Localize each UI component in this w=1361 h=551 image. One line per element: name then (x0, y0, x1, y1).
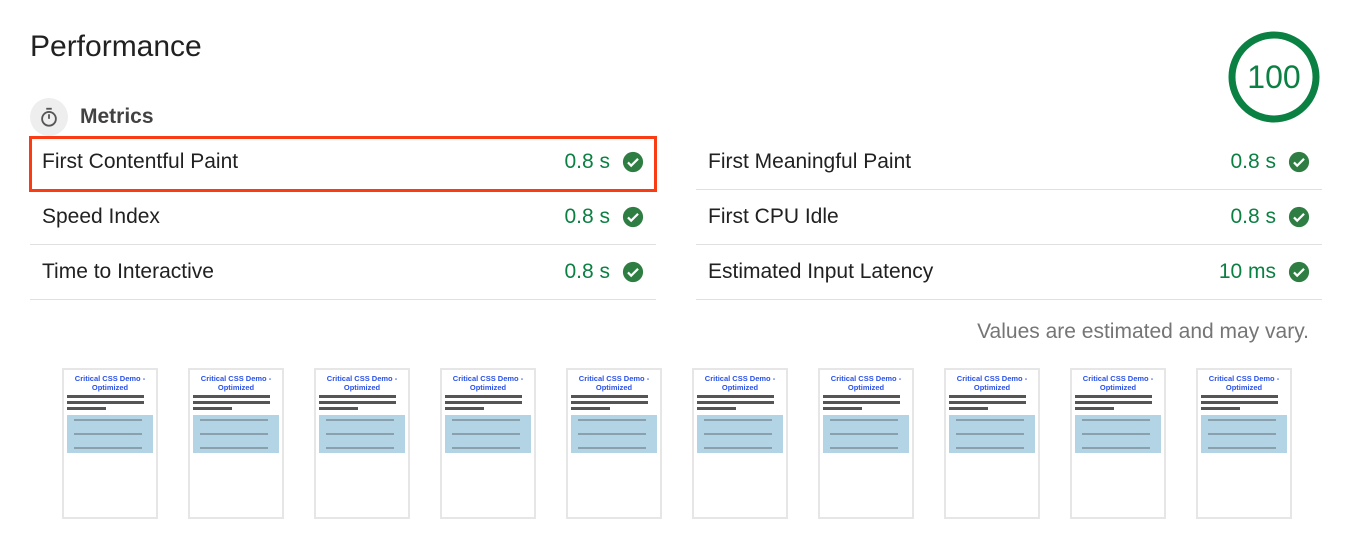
frame-title: Critical CSS Demo - Optimized (74, 374, 146, 392)
metric-row: First CPU Idle 0.8 s (696, 190, 1322, 245)
check-circle-icon (622, 206, 644, 228)
filmstrip-frame: Critical CSS Demo - Optimized (440, 368, 536, 519)
filmstrip-frame: Critical CSS Demo - Optimized (944, 368, 1040, 519)
metric-value: 0.8 s (564, 205, 610, 228)
metric-name: First CPU Idle (708, 205, 839, 228)
stopwatch-icon (30, 98, 68, 136)
metric-name: Time to Interactive (42, 260, 214, 283)
frame-title: Critical CSS Demo - Optimized (326, 374, 398, 392)
metric-row: Time to Interactive 0.8 s (30, 245, 656, 300)
frame-title: Critical CSS Demo - Optimized (452, 374, 524, 392)
metric-row: First Meaningful Paint 0.8 s (696, 135, 1322, 190)
filmstrip: Critical CSS Demo - Optimized Critical CS… (62, 368, 1292, 519)
check-circle-icon (1288, 151, 1310, 173)
check-circle-icon (622, 151, 644, 173)
metric-value: 0.8 s (1230, 205, 1276, 228)
metric-value: 0.8 s (564, 260, 610, 283)
filmstrip-frame: Critical CSS Demo - Optimized (188, 368, 284, 519)
metric-name: Speed Index (42, 205, 160, 228)
metrics-label: Metrics (80, 105, 154, 128)
metric-name: First Contentful Paint (42, 150, 239, 173)
metric-name: First Meaningful Paint (708, 150, 912, 173)
score-value: 100 (1247, 59, 1301, 95)
score-gauge (1228, 31, 1320, 123)
frame-title: Critical CSS Demo - Optimized (1208, 374, 1280, 392)
check-circle-icon (1288, 261, 1310, 283)
metrics-left: First Contentful Paint 0.8 s Speed Index 0.… (30, 135, 656, 300)
metrics-right: First Meaningful Paint 0.8 s First CPU Idl… (696, 135, 1322, 300)
check-circle-icon (1288, 206, 1310, 228)
estimate-note: Values are estimated and may vary. (977, 320, 1309, 343)
metric-name: Estimated Input Latency (708, 260, 934, 283)
check-circle-icon (622, 261, 644, 283)
filmstrip-frame: Critical CSS Demo - Optimized (692, 368, 788, 519)
metric-row: Estimated Input Latency 10 ms (696, 245, 1322, 300)
highlight-box (29, 136, 657, 192)
page-title: Performance (30, 30, 202, 63)
frame-title: Critical CSS Demo - Optimized (956, 374, 1028, 392)
filmstrip-frame: Critical CSS Demo - Optimized (818, 368, 914, 519)
frame-title: Critical CSS Demo - Optimized (200, 374, 272, 392)
filmstrip-frame: Critical CSS Demo - Optimized (566, 368, 662, 519)
metric-value: 0.8 s (564, 150, 610, 173)
frame-title: Critical CSS Demo - Optimized (830, 374, 902, 392)
metric-value: 0.8 s (1230, 150, 1276, 173)
metric-row: Speed Index 0.8 s (30, 190, 656, 245)
metrics-header: Metrics (30, 98, 154, 136)
metric-row: First Contentful Paint 0.8 s (30, 135, 656, 190)
filmstrip-frame: Critical CSS Demo - Optimized (62, 368, 158, 519)
metric-value: 10 ms (1218, 260, 1276, 283)
frame-title: Critical CSS Demo - Optimized (578, 374, 650, 392)
filmstrip-frame: Critical CSS Demo - Optimized (1070, 368, 1166, 519)
filmstrip-frame: Critical CSS Demo - Optimized (1196, 368, 1292, 519)
frame-title: Critical CSS Demo - Optimized (1082, 374, 1154, 392)
frame-title: Critical CSS Demo - Optimized (704, 374, 776, 392)
filmstrip-frame: Critical CSS Demo - Optimized (314, 368, 410, 519)
